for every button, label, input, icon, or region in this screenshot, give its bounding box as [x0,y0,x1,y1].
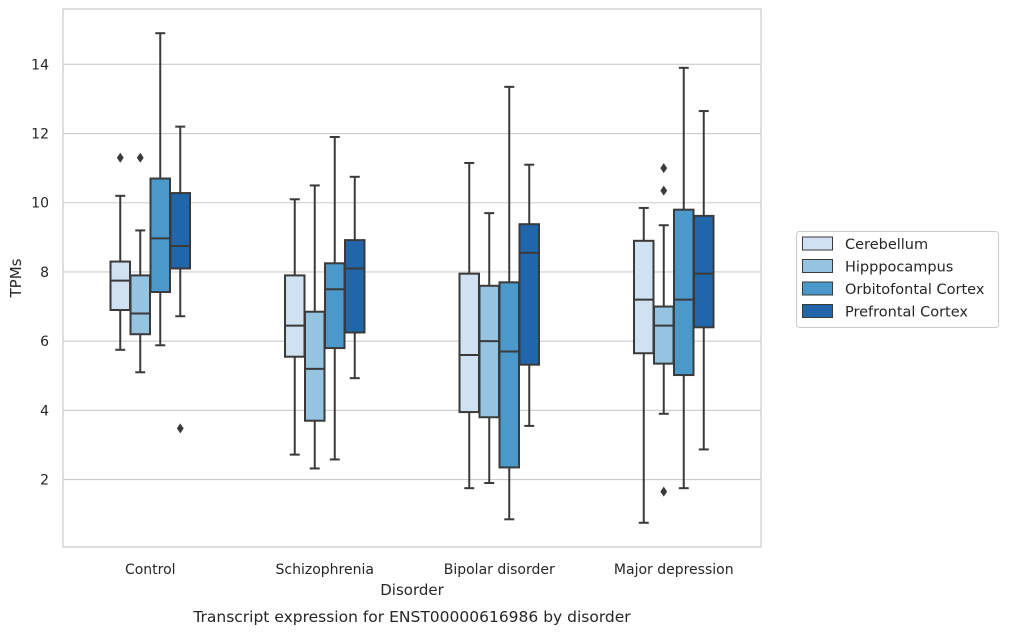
box [633,239,655,355]
box [284,274,306,358]
legend-frame [796,231,999,328]
box-group [324,136,346,461]
box-group [633,206,655,524]
box-group [169,125,191,434]
box-group [344,175,366,380]
legend-label: Orbitofontal Cortex [845,282,985,298]
legend-label: Hipppocampus [845,260,953,276]
box [109,260,131,312]
box [458,272,480,414]
box [169,192,191,270]
box [129,274,151,336]
legend-item: Orbitofontal Cortex [802,281,985,298]
y-tick-label: 12 [31,127,49,143]
box [149,177,171,294]
legend-swatch [802,259,833,273]
x-tick-label: Schizophrenia [276,562,374,578]
box [693,214,715,329]
x-tick-label: Major depression [614,562,734,578]
box-group [673,66,695,490]
legend-items: Cerebellum Hipppocampus Orbitofontal Corte… [802,236,985,321]
plot-area-frame [62,8,762,548]
box-group [478,212,500,484]
y-tick-label: 4 [40,403,49,419]
y-tick-label: 14 [31,57,49,73]
box-group [458,161,480,490]
box-group [129,152,151,374]
outlier-point [660,163,668,174]
legend-label: Cerebellum [845,237,928,253]
y-axis-title: TPMs [7,258,25,298]
outlier-point [660,185,668,196]
box [324,262,346,350]
y-axis-ticks: 2 4 6 8 10 12 14 [31,57,49,488]
legend-swatch [802,281,833,296]
box-group [518,163,540,427]
outlier-point [136,152,144,163]
box-group [693,110,715,451]
legend-swatch [802,236,833,251]
legend-label: Prefrontal Cortex [845,305,968,321]
legend-swatch [802,304,833,318]
box-group [284,198,306,456]
box [304,310,326,422]
box-groups [109,32,715,524]
outlier-point [116,152,124,163]
x-tick-label: Control [125,562,176,578]
x-tick-label: Bipolar disorder [444,562,555,578]
x-axis-ticks: Control Schizophrenia Bipolar disorder Majo… [125,562,734,578]
box [344,239,366,334]
box [498,281,520,469]
figure-caption: Transcript expression for ENST0000061698… [192,608,631,626]
legend-item: Cerebellum [802,236,928,253]
box-group [149,32,171,347]
box [653,305,675,365]
y-tick-label: 6 [40,334,49,350]
box [673,208,695,377]
box [518,223,540,366]
legend-item: Prefrontal Cortex [802,304,968,321]
box-group [653,163,675,497]
outlier-point [660,486,668,497]
y-tick-label: 8 [40,265,49,281]
legend: Cerebellum Hipppocampus Orbitofontal Corte… [796,231,999,328]
box [478,284,500,419]
x-axis-title: Disorder [380,581,444,599]
box-group [304,184,326,470]
y-tick-label: 10 [31,196,49,212]
box-group [109,152,131,351]
outlier-point [176,423,184,434]
box-group [498,85,520,521]
legend-item: Hipppocampus [802,259,953,276]
y-tick-label: 2 [40,473,49,489]
